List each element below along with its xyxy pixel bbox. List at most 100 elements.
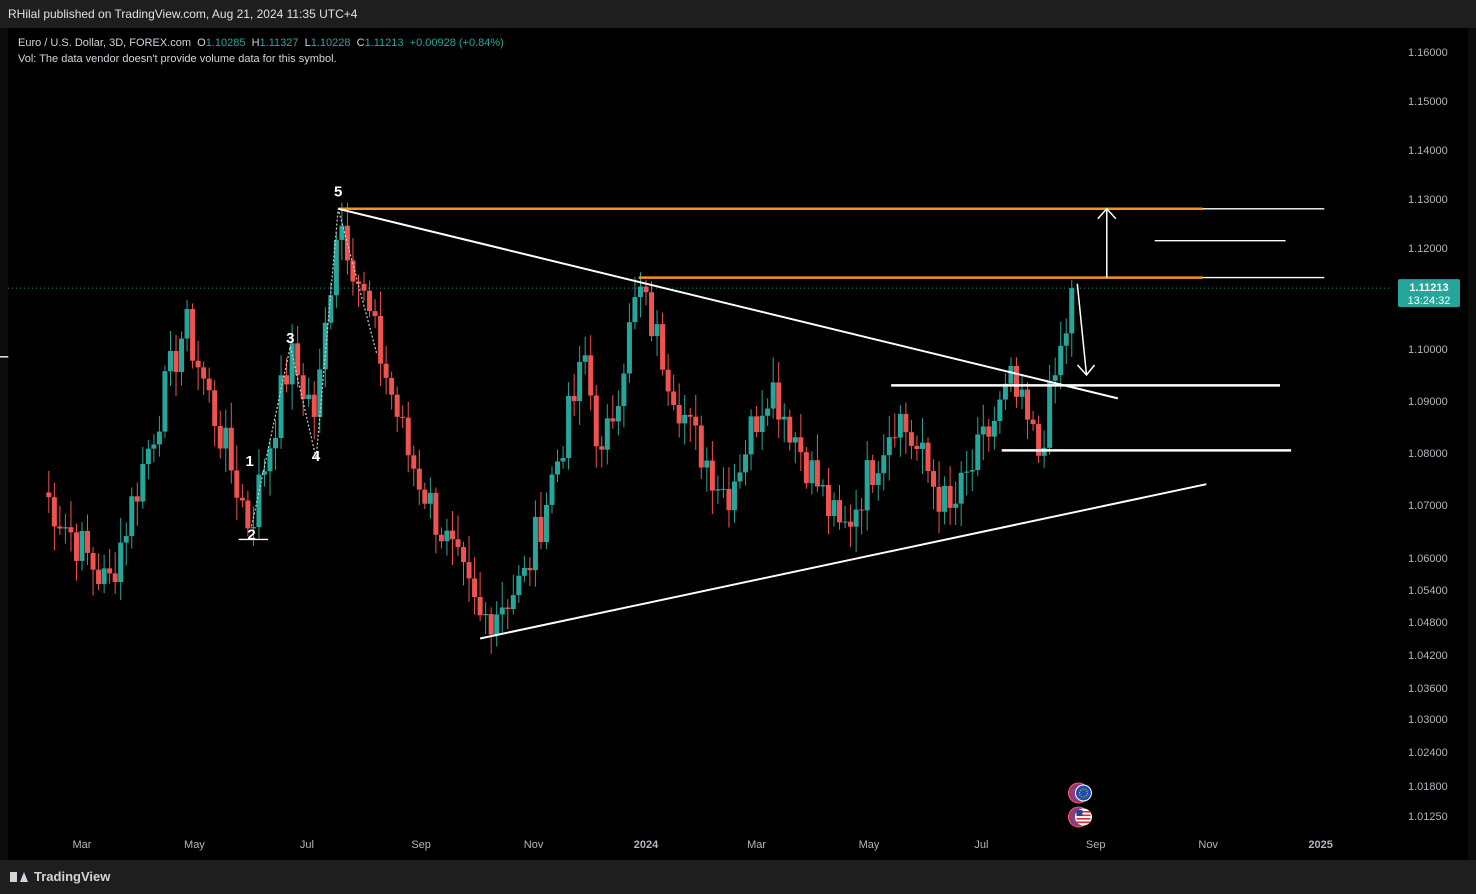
candle — [1047, 364, 1053, 455]
candle — [859, 497, 865, 535]
price-badge-countdown: 13:24:32 — [1408, 295, 1451, 307]
candle — [367, 280, 373, 318]
candle-body — [228, 427, 234, 471]
candle — [881, 434, 887, 491]
price-tick-label: 1.13000 — [1408, 194, 1448, 206]
price-tick-label: 1.06000 — [1408, 553, 1448, 565]
candle — [671, 374, 677, 411]
candle — [798, 413, 804, 472]
candle — [328, 282, 334, 330]
candle-body — [239, 497, 245, 501]
candle-body — [566, 396, 572, 459]
candle — [444, 518, 450, 556]
candle-body — [543, 504, 549, 543]
price-tick-label: 1.09000 — [1408, 396, 1448, 408]
candle-body — [549, 474, 555, 505]
candle-body — [455, 539, 461, 548]
candle-body — [361, 283, 367, 291]
candle — [51, 482, 57, 551]
candle-body — [1069, 288, 1075, 334]
candle-body — [903, 413, 909, 433]
candle — [698, 415, 704, 479]
candle-body — [68, 527, 74, 533]
candle — [201, 361, 207, 395]
trendline — [479, 483, 1207, 640]
candle-body — [687, 414, 693, 417]
candle-body — [289, 343, 295, 385]
candle-body — [754, 416, 760, 433]
candle — [837, 485, 843, 530]
candle — [953, 481, 959, 526]
candle-body — [250, 527, 256, 529]
price-tick-label: 1.12000 — [1408, 243, 1448, 255]
candle-body — [156, 431, 162, 445]
legend-symbol[interactable]: Euro / U.S. Dollar, 3D, FOREX.com — [18, 37, 191, 49]
chart-area[interactable] — [8, 28, 1468, 860]
candle — [1036, 415, 1042, 463]
candle — [809, 451, 815, 495]
candle-body — [472, 578, 478, 597]
candle — [886, 415, 892, 481]
candle — [217, 410, 223, 459]
candle-body — [997, 399, 1003, 421]
candle-body — [328, 295, 334, 323]
candle — [825, 468, 831, 535]
candle-body — [588, 355, 594, 396]
candle — [322, 307, 328, 388]
wave-label: 4 — [312, 448, 321, 465]
candle — [831, 492, 837, 527]
candle — [626, 303, 632, 383]
candle — [1041, 430, 1047, 468]
candle — [284, 357, 290, 393]
candle — [582, 336, 588, 375]
candle-body — [1002, 383, 1008, 400]
time-axis[interactable]: Mar May Jul Sep Nov 2024 Mar May Jul Sep Nov 2025 — [73, 839, 1333, 851]
drawings-layer[interactable] — [0, 207, 1325, 640]
candle — [173, 334, 179, 396]
candle-body — [555, 461, 561, 475]
candle — [411, 445, 417, 487]
candle-body — [637, 286, 643, 298]
candle — [289, 324, 295, 410]
candle — [278, 355, 284, 449]
candle-body — [300, 375, 306, 400]
candle-body — [803, 452, 809, 484]
price-tick-label: 1.05400 — [1408, 585, 1448, 597]
candle — [68, 500, 74, 552]
candle-body — [322, 322, 328, 370]
candle-body — [787, 416, 793, 443]
candle — [190, 303, 196, 369]
candle-body — [671, 391, 677, 405]
candle-body — [449, 530, 455, 540]
candle — [477, 572, 483, 622]
candle-body — [90, 552, 96, 570]
candle-body — [267, 448, 273, 472]
candle — [787, 409, 793, 451]
price-axis[interactable]: 1.16000 1.15000 1.14000 1.13000 1.12000 1.100… — [1408, 47, 1448, 823]
legend-volume-note: Vol: The data vendor doesn't provide vol… — [18, 53, 337, 65]
candle-body — [942, 485, 948, 512]
candle — [726, 467, 732, 528]
candle — [903, 402, 909, 454]
candle — [118, 518, 124, 601]
candle — [980, 404, 986, 461]
candle — [455, 515, 461, 556]
candle — [79, 522, 85, 571]
price-tick-label: 1.04800 — [1408, 617, 1448, 629]
candle — [267, 439, 273, 496]
candle — [975, 416, 981, 477]
trendline — [337, 207, 1119, 400]
candle-body — [306, 394, 312, 400]
candle — [665, 354, 671, 406]
candle — [73, 523, 79, 581]
candle-body — [129, 496, 135, 537]
candle-body — [179, 338, 185, 373]
candle-body — [295, 343, 301, 376]
candle — [1058, 321, 1064, 389]
candle — [333, 232, 339, 308]
candle — [300, 363, 306, 416]
tradingview-logo[interactable]: TradingView — [10, 860, 110, 894]
event-flags[interactable] — [1067, 782, 1092, 828]
legend-low-label: L — [304, 37, 311, 49]
